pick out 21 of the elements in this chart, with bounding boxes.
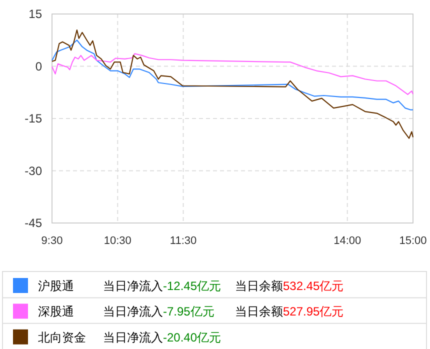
y-tick-label: -15 <box>24 112 42 126</box>
text: 当日余额532.45亿元 <box>235 279 344 293</box>
y-tick-label: 0 <box>35 59 42 74</box>
x-tick-label: 11:30 <box>170 235 197 247</box>
legend-label: 北向资金 <box>38 330 86 344</box>
line-series <box>51 29 414 139</box>
text: 当日净流入-12.45亿元 <box>103 279 222 293</box>
line-series <box>51 40 414 110</box>
legend-label: 沪股通 <box>38 279 74 293</box>
y-tick-label: 15 <box>28 7 42 21</box>
x-tick-label: 14:00 <box>334 235 362 247</box>
x-tick-label: 15:00 <box>399 235 427 247</box>
text: 当日余额527.95亿元 <box>235 304 344 319</box>
legend-label: 深股通 <box>38 304 74 319</box>
x-tick-label: 9:30 <box>41 235 63 247</box>
x-tick-label: 10:30 <box>104 235 132 247</box>
line-series <box>51 53 414 96</box>
text: 当日净流入-7.95亿元 <box>103 304 214 319</box>
y-tick-label: -30 <box>24 164 42 178</box>
y-tick-label: -45 <box>24 216 42 230</box>
text: 当日净流入-20.40亿元 <box>103 330 222 344</box>
